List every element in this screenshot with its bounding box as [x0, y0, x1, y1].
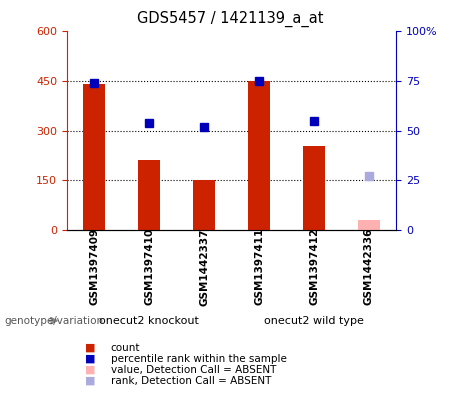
Text: rank, Detection Call = ABSENT: rank, Detection Call = ABSENT	[111, 376, 271, 386]
Bar	[303, 145, 325, 230]
Text: percentile rank within the sample: percentile rank within the sample	[111, 354, 287, 364]
Text: genotype/variation: genotype/variation	[5, 316, 104, 326]
Bar	[358, 220, 380, 230]
Text: GSM1397411: GSM1397411	[254, 228, 264, 305]
Bar	[248, 81, 270, 230]
Text: GDS5457 / 1421139_a_at: GDS5457 / 1421139_a_at	[137, 11, 324, 27]
Text: GSM1397409: GSM1397409	[89, 228, 99, 305]
Bar	[83, 84, 105, 230]
Text: ■: ■	[85, 354, 96, 364]
Bar	[193, 180, 215, 230]
Text: onecut2 knockout: onecut2 knockout	[99, 316, 199, 326]
Text: GSM1442336: GSM1442336	[364, 228, 374, 305]
Text: ■: ■	[85, 343, 96, 353]
Text: GSM1397410: GSM1397410	[144, 228, 154, 305]
Text: GSM1442337: GSM1442337	[199, 228, 209, 305]
Text: value, Detection Call = ABSENT: value, Detection Call = ABSENT	[111, 365, 276, 375]
Text: onecut2 wild type: onecut2 wild type	[264, 316, 364, 326]
Text: ■: ■	[85, 376, 96, 386]
Bar	[138, 160, 160, 230]
Text: ■: ■	[85, 365, 96, 375]
Text: GSM1397412: GSM1397412	[309, 228, 319, 305]
Text: count: count	[111, 343, 140, 353]
